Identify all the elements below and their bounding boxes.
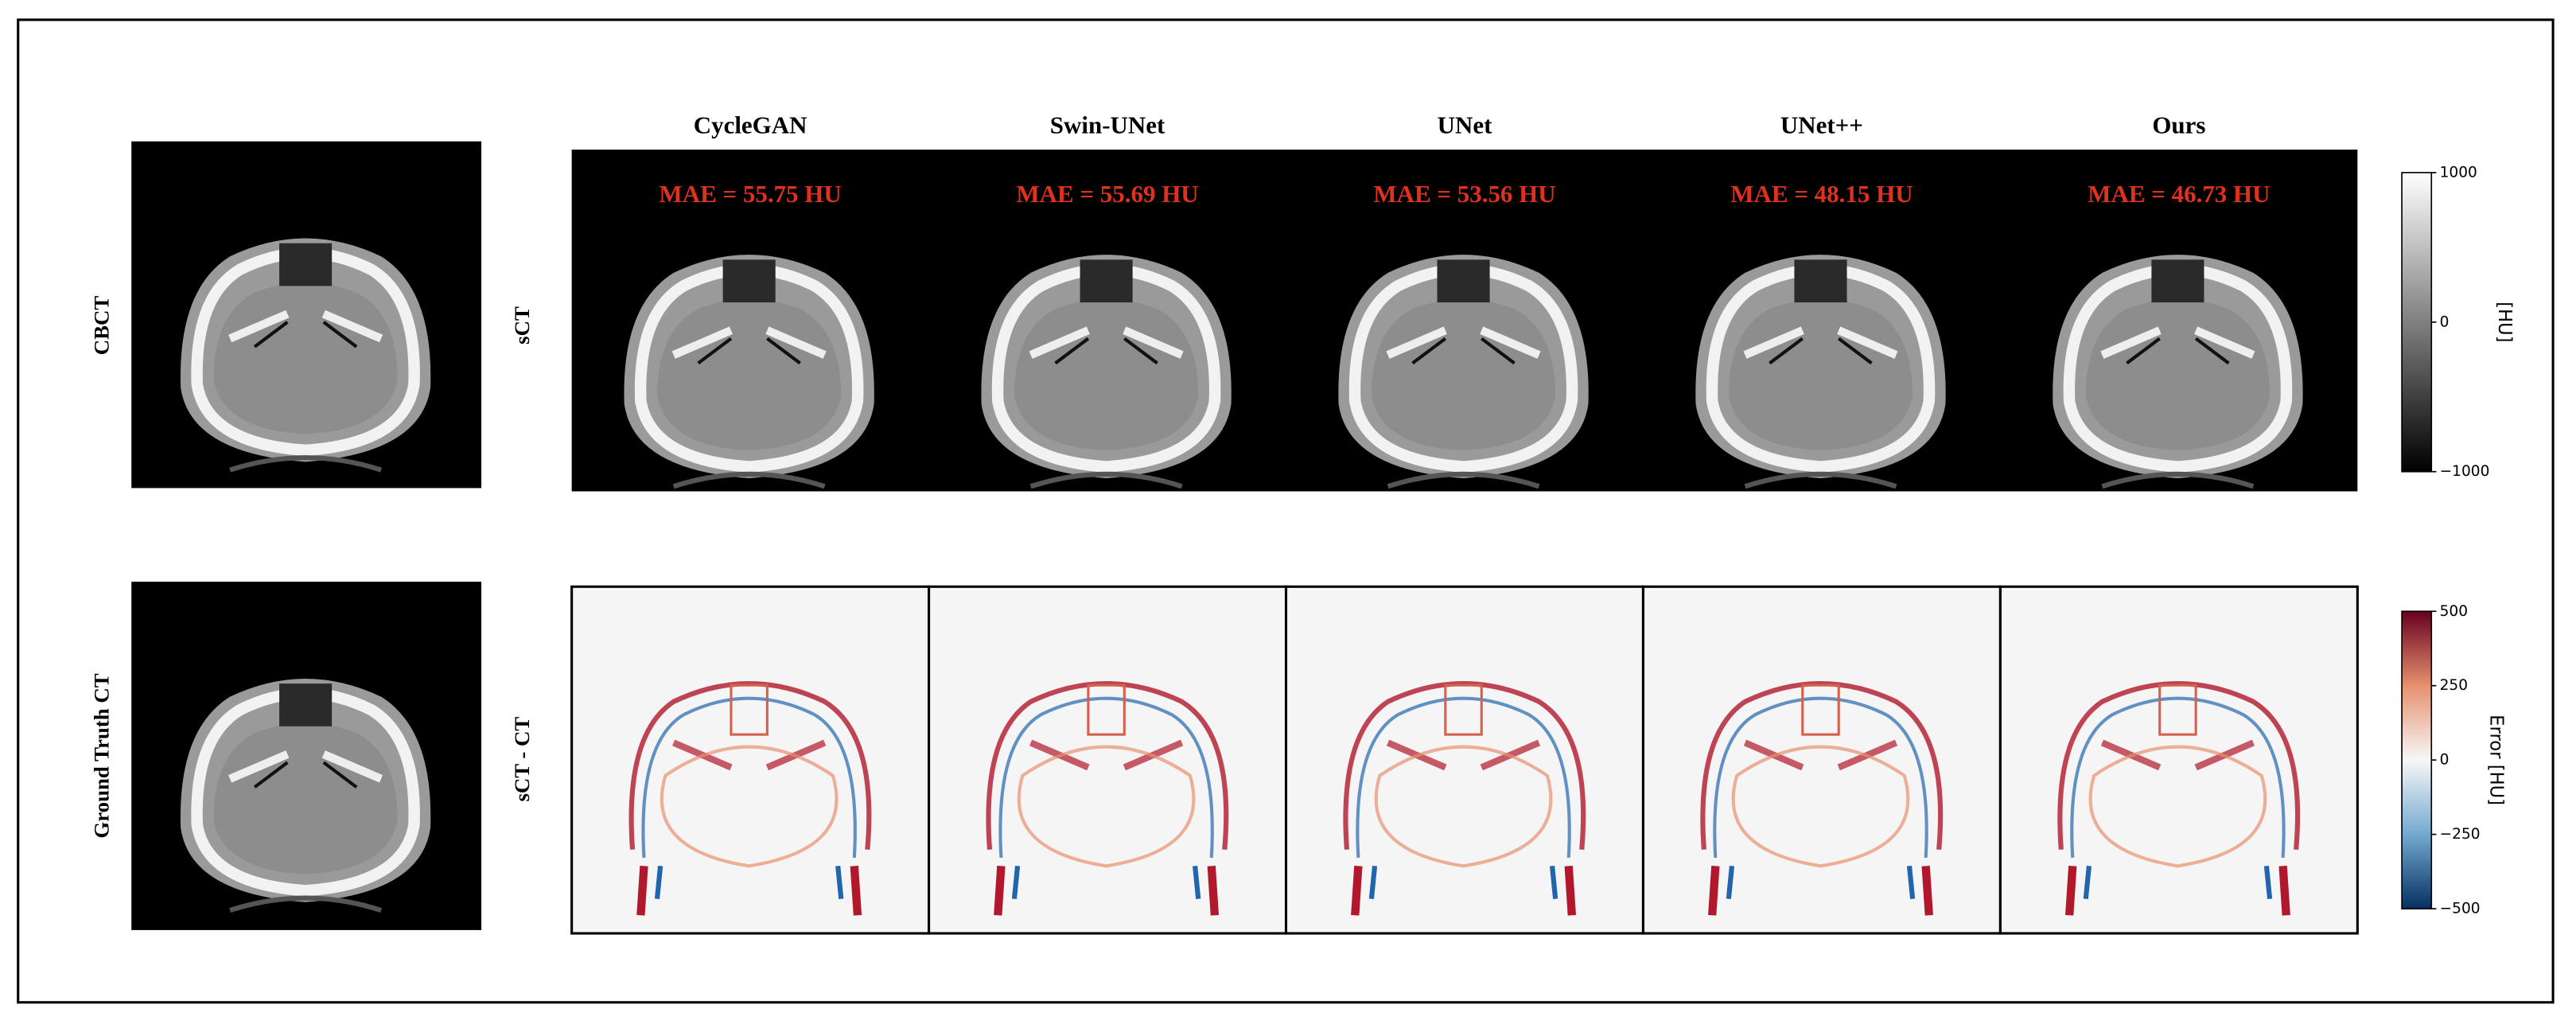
mae-label: MAE = 53.56 HU	[1373, 180, 1555, 208]
column-title: CycleGAN	[694, 111, 807, 138]
colorbar-label: [HU]	[2494, 302, 2515, 342]
colorbar-tick-label: 250	[2440, 677, 2468, 694]
row-label: Ground Truth CT	[89, 673, 113, 838]
column-title: UNet++	[1780, 111, 1863, 138]
ct-slice	[2053, 255, 2302, 486]
sct-image	[981, 255, 1231, 486]
ct-slice	[981, 255, 1231, 486]
sct-image	[624, 255, 874, 486]
column-title: UNet	[1438, 111, 1492, 138]
cbct-image	[131, 141, 482, 489]
sct-image	[1695, 255, 1945, 486]
row-label: sCT - CT	[510, 717, 534, 802]
column-title: Swin-UNet	[1050, 111, 1165, 138]
mae-label: MAE = 46.73 HU	[2088, 180, 2270, 208]
mae-label: MAE = 48.15 HU	[1730, 180, 1913, 208]
colorbar-tick-label: −1000	[2440, 463, 2490, 480]
ground-truth-image	[131, 582, 482, 930]
ct-slice	[1338, 255, 1588, 486]
colorbar-label: Error [HU]	[2486, 715, 2507, 805]
colorbar	[2401, 610, 2433, 909]
row-label: CBCT	[89, 296, 113, 356]
figure-border	[17, 18, 2555, 1004]
colorbar	[2401, 172, 2433, 473]
sct-image	[2053, 255, 2302, 486]
colorbar-tick-label: −500	[2440, 901, 2481, 917]
colorbar-tick-label: −250	[2440, 826, 2481, 843]
colorbar-tick-label: 0	[2440, 752, 2450, 769]
row-label: sCT	[510, 306, 534, 345]
column-title: Ours	[2152, 111, 2205, 138]
colorbar-tick-label: 0	[2440, 313, 2450, 330]
error-panel	[1641, 585, 2002, 935]
colorbar-tick-label: 500	[2440, 603, 2468, 620]
error-panel	[1998, 585, 2359, 935]
error-panel	[1284, 585, 1645, 935]
sct-image	[1338, 255, 1588, 486]
error-panel	[928, 585, 1288, 935]
ct-slice	[1695, 255, 1945, 486]
ct-slice	[624, 255, 874, 486]
mae-label: MAE = 55.69 HU	[1016, 180, 1198, 208]
mae-label: MAE = 55.75 HU	[659, 180, 841, 208]
error-panel	[570, 585, 931, 935]
colorbar-tick-label: 1000	[2440, 164, 2477, 181]
